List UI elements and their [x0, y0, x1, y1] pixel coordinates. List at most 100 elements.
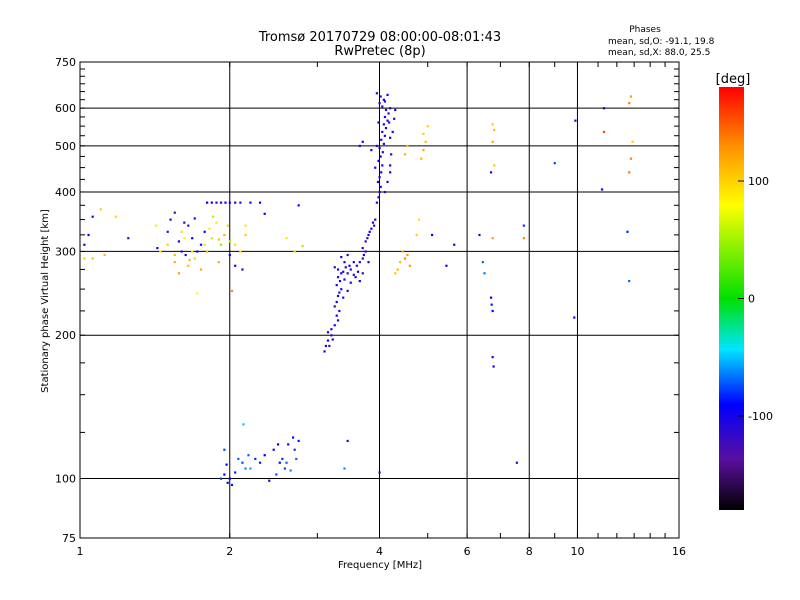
data-point [330, 328, 333, 331]
x-tick-labels: 1 2 4 6 8 10 16 [77, 545, 687, 558]
data-point [391, 130, 394, 134]
data-point [384, 108, 388, 112]
data-point [249, 201, 252, 204]
data-point [183, 221, 186, 224]
data-point [408, 264, 411, 267]
data-point [239, 250, 242, 253]
data-point [453, 243, 456, 246]
data-point [333, 305, 336, 308]
data-point [426, 125, 429, 128]
data-point [343, 278, 346, 281]
data-point [386, 180, 389, 184]
colorbar-ticks: 100 0 -100 [738, 175, 773, 423]
data-point [362, 253, 366, 257]
data-point [295, 457, 298, 461]
data-point [285, 461, 288, 464]
data-point [342, 296, 345, 299]
data-point [275, 473, 278, 476]
data-point [188, 258, 191, 262]
data-point [234, 243, 237, 246]
data-point [335, 314, 338, 317]
data-point [489, 296, 493, 299]
phases-mean-x: mean, sd,X: 88.0, 25.5 [608, 48, 710, 58]
data-point [522, 224, 525, 227]
data-point [373, 224, 376, 227]
data-point [383, 190, 387, 194]
x-tick-label: 6 [464, 545, 471, 558]
data-point [239, 201, 242, 204]
data-point [326, 339, 330, 342]
data-point [173, 261, 176, 264]
data-point [358, 280, 361, 283]
data-point [244, 233, 247, 237]
data-point [491, 140, 494, 143]
data-point [629, 157, 632, 160]
data-point [422, 132, 425, 135]
data-point [522, 237, 525, 240]
data-point [361, 272, 364, 275]
data-point [241, 461, 244, 464]
data-point [278, 461, 281, 464]
data-point [224, 201, 227, 204]
data-point [234, 471, 237, 474]
data-point [187, 264, 190, 267]
data-point [103, 253, 106, 257]
data-point [242, 423, 245, 426]
data-point [177, 240, 181, 243]
data-point [629, 95, 632, 98]
data-point [191, 250, 194, 253]
chart-title: Tromsø 20170729 08:00:00-08:01:43 [258, 30, 501, 45]
data-point [342, 270, 345, 273]
data-point [387, 112, 390, 115]
data-point [386, 93, 389, 96]
data-point [378, 471, 381, 474]
data-point [336, 319, 340, 322]
data-point [180, 230, 183, 233]
data-point [378, 146, 381, 150]
data-point [177, 272, 181, 275]
data-point [374, 218, 377, 221]
data-point [349, 281, 352, 284]
data-point [361, 257, 364, 260]
data-point [361, 140, 364, 143]
x-tick-label: 2 [226, 545, 233, 558]
data-point [364, 240, 367, 243]
data-point [491, 309, 494, 313]
data-point [490, 303, 493, 306]
data-point [333, 324, 336, 327]
data-point [210, 237, 213, 240]
data-point [234, 201, 237, 204]
data-point [378, 102, 381, 105]
data-point [196, 292, 199, 295]
data-point [379, 185, 382, 189]
x-tick-label: 10 [570, 545, 584, 558]
data-point [173, 211, 176, 214]
x-tick-label: 8 [526, 545, 533, 558]
data-point [628, 171, 631, 174]
data-point [193, 257, 196, 260]
data-point [379, 95, 382, 98]
data-point [364, 250, 367, 253]
data-point [602, 130, 606, 134]
data-point [343, 261, 346, 264]
data-point [380, 138, 383, 141]
data-point [287, 443, 290, 446]
data-point [333, 266, 336, 269]
data-point [99, 208, 102, 211]
data-point [219, 201, 223, 204]
data-point [166, 230, 169, 233]
plot-frame [79, 61, 680, 539]
data-point [272, 448, 275, 451]
data-point [600, 188, 604, 191]
data-point [375, 201, 378, 204]
data-point [352, 273, 355, 276]
data-point [406, 253, 409, 257]
data-point [352, 261, 355, 264]
data-point [367, 233, 370, 237]
y-tick-labels: 75 100 200 300 400 500 600 750 [55, 56, 76, 545]
data-point [384, 127, 388, 130]
data-point [285, 237, 288, 240]
data-point [389, 136, 392, 139]
data-point [377, 196, 380, 199]
data-point [217, 238, 220, 241]
